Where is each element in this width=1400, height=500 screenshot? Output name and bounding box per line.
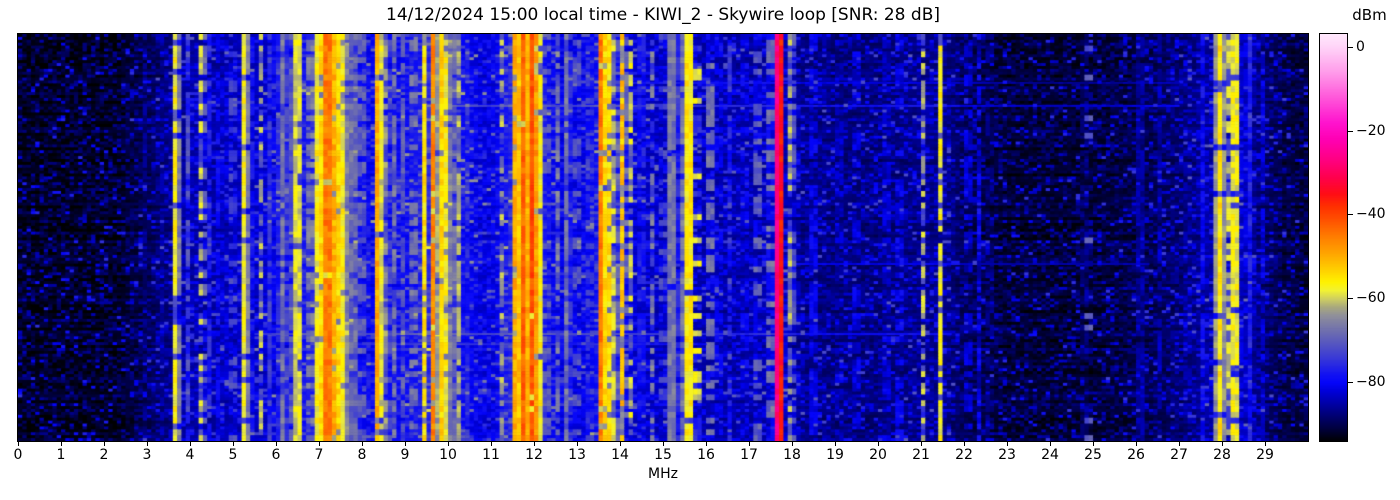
waterfall-plot-area: [17, 33, 1309, 442]
x-tick-label: 7: [314, 447, 324, 463]
x-tick-label: 6: [271, 447, 281, 463]
waterfall-canvas: [18, 34, 1308, 441]
x-tick-mark: [1093, 442, 1094, 446]
x-tick-label: 1: [56, 447, 66, 463]
x-tick-label: 12: [525, 447, 543, 463]
x-tick-mark: [1222, 442, 1223, 446]
x-tick-label: 29: [1256, 447, 1274, 463]
x-tick-mark: [233, 442, 234, 446]
x-tick-label: 18: [783, 447, 801, 463]
colorbar: [1319, 33, 1348, 442]
x-tick-label: 21: [912, 447, 930, 463]
x-tick-mark: [577, 442, 578, 446]
x-tick-label: 14: [611, 447, 629, 463]
x-tick-mark: [1179, 442, 1180, 446]
x-tick-label: 20: [869, 447, 887, 463]
colorbar-tick-mark: [1348, 130, 1353, 132]
x-tick-mark: [792, 442, 793, 446]
colorbar-tick-mark: [1348, 46, 1353, 48]
x-tick-mark: [534, 442, 535, 446]
x-tick-mark: [878, 442, 879, 446]
colorbar-tick-label: −80: [1356, 374, 1386, 391]
x-tick-mark: [706, 442, 707, 446]
colorbar-tick-mark: [1348, 214, 1353, 216]
colorbar-tick-mark: [1348, 298, 1353, 300]
x-tick-label: 22: [955, 447, 973, 463]
x-tick-mark: [319, 442, 320, 446]
x-tick-mark: [1007, 442, 1008, 446]
x-tick-label: 15: [654, 447, 672, 463]
x-tick-label: 27: [1170, 447, 1188, 463]
x-tick-mark: [362, 442, 363, 446]
x-tick-label: 28: [1213, 447, 1231, 463]
x-tick-mark: [61, 442, 62, 446]
x-tick-label: 2: [99, 447, 109, 463]
x-tick-label: 17: [740, 447, 758, 463]
x-tick-mark: [147, 442, 148, 446]
x-tick-label: 16: [697, 447, 715, 463]
x-tick-label: 23: [998, 447, 1016, 463]
x-tick-label: 0: [13, 447, 23, 463]
x-tick-mark: [964, 442, 965, 446]
x-tick-mark: [1050, 442, 1051, 446]
x-tick-label: 3: [142, 447, 152, 463]
x-tick-label: 11: [482, 447, 500, 463]
chart-title: 14/12/2024 15:00 local time - KIWI_2 - S…: [386, 5, 940, 25]
x-tick-label: 26: [1127, 447, 1145, 463]
colorbar-tick-label: −20: [1356, 122, 1386, 139]
x-tick-mark: [835, 442, 836, 446]
x-tick-label: 9: [400, 447, 410, 463]
x-tick-mark: [276, 442, 277, 446]
x-axis-label: MHz: [648, 466, 678, 482]
x-tick-label: 25: [1084, 447, 1102, 463]
x-tick-mark: [663, 442, 664, 446]
x-tick-mark: [1136, 442, 1137, 446]
x-tick-mark: [620, 442, 621, 446]
x-tick-label: 24: [1041, 447, 1059, 463]
x-tick-label: 10: [439, 447, 457, 463]
x-tick-mark: [104, 442, 105, 446]
x-tick-label: 13: [568, 447, 586, 463]
colorbar-tick-mark: [1348, 382, 1353, 384]
x-tick-mark: [749, 442, 750, 446]
colorbar-tick-label: −60: [1356, 290, 1386, 307]
x-tick-label: 19: [826, 447, 844, 463]
x-tick-mark: [190, 442, 191, 446]
colorbar-tick-label: 0: [1356, 38, 1365, 55]
colorbar-tick-label: −40: [1356, 206, 1386, 223]
x-tick-label: 5: [228, 447, 238, 463]
colorbar-canvas: [1320, 34, 1347, 441]
x-tick-mark: [1265, 442, 1266, 446]
x-tick-label: 8: [357, 447, 367, 463]
x-tick-label: 4: [185, 447, 195, 463]
x-tick-mark: [405, 442, 406, 446]
x-tick-mark: [921, 442, 922, 446]
x-tick-mark: [448, 442, 449, 446]
x-tick-mark: [18, 442, 19, 446]
colorbar-label: dBm: [1352, 6, 1387, 24]
x-tick-mark: [491, 442, 492, 446]
